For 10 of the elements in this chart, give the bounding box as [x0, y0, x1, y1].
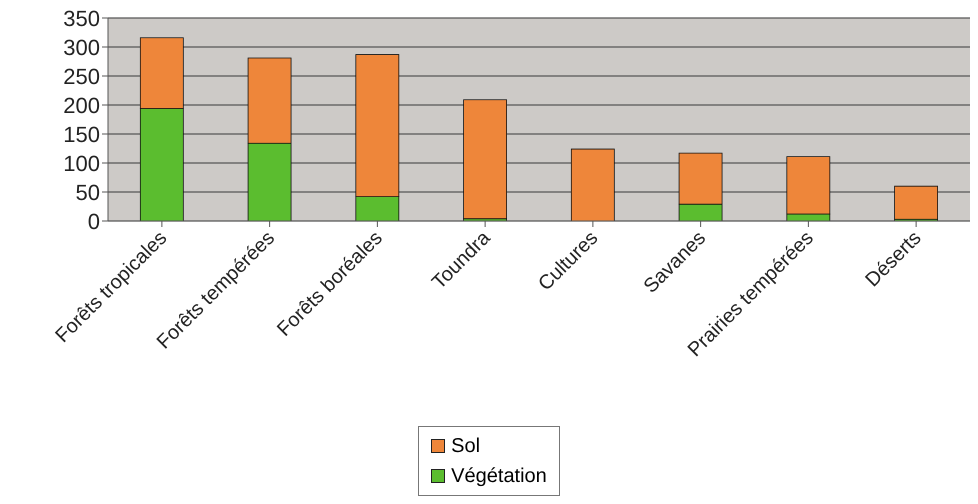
y-tick-label: 150: [63, 122, 100, 147]
legend-label: Végétation: [451, 464, 547, 489]
y-tick-label: 300: [63, 34, 100, 60]
y-tick-label: 200: [63, 92, 100, 118]
y-tick-label: 250: [63, 64, 100, 89]
legend-label: Sol: [451, 434, 480, 459]
y-tick-label: 50: [76, 180, 100, 205]
y-tick-label: 0: [88, 208, 100, 234]
y-tick-label: 350: [63, 6, 100, 31]
y-tick-label: 100: [63, 150, 100, 176]
